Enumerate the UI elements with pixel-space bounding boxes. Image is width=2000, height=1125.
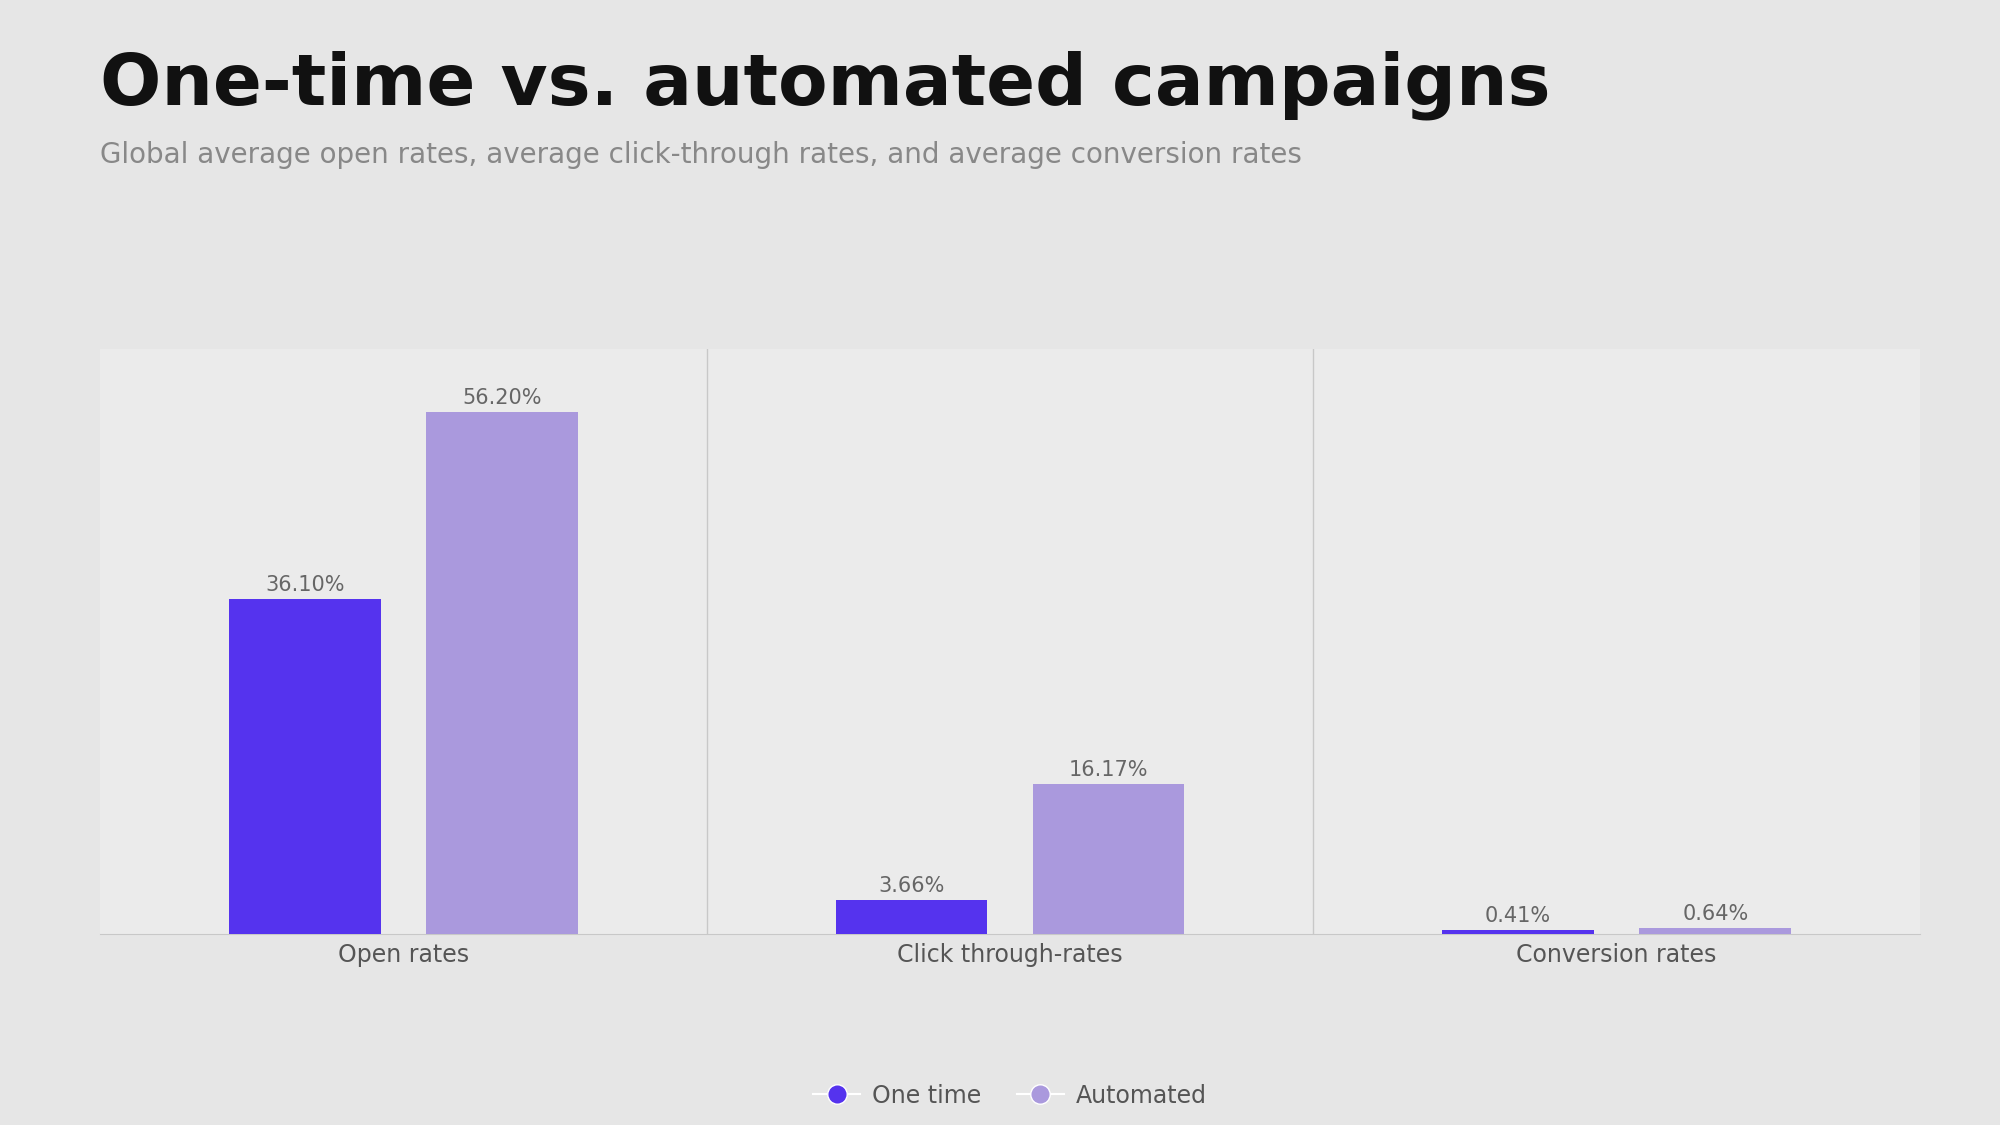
Bar [1032,784,1184,934]
Text: 3.66%: 3.66% [878,876,944,896]
Bar [228,598,380,934]
Bar [1442,930,1594,934]
Text: 0.41%: 0.41% [1486,907,1552,926]
Text: 56.20%: 56.20% [462,388,542,408]
Bar [1640,928,1792,934]
Text: 36.10%: 36.10% [266,575,344,595]
Text: 0.64%: 0.64% [1682,904,1748,924]
Bar [836,900,988,934]
Text: Global average open rates, average click-through rates, and average conversion r: Global average open rates, average click… [100,141,1302,169]
Bar [426,412,578,934]
Text: 16.17%: 16.17% [1068,759,1148,780]
Legend: One time, Automated: One time, Automated [804,1074,1216,1117]
Text: One-time vs. automated campaigns: One-time vs. automated campaigns [100,51,1550,120]
